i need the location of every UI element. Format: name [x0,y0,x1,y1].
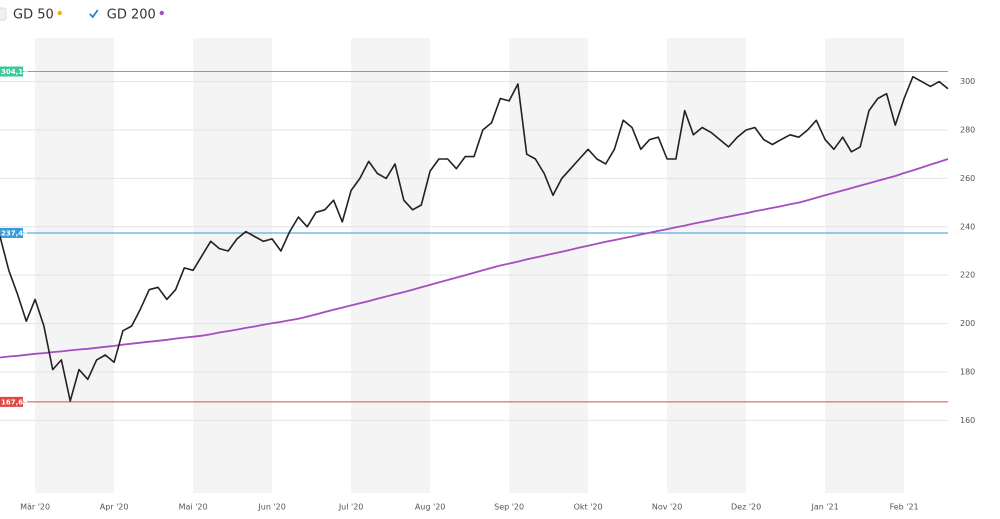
reference-label-box [0,66,23,77]
series-line [0,75,949,402]
y-tick-label: 280 [960,125,975,134]
legend-check [89,9,99,19]
legend-dot [159,10,164,16]
x-tick-label: Jul '20 [338,503,364,512]
x-tick-label: Sep '20 [494,503,524,512]
reference-label-box [0,396,23,407]
legend-checkbox[interactable] [87,8,100,20]
x-tick-label: Dez '20 [731,503,761,512]
y-tick-label: 180 [960,367,975,376]
series-line [0,158,949,359]
legend-dot [57,10,62,16]
month-band [351,38,431,493]
x-tick-label: Jun '20 [257,503,285,512]
legend-label[interactable]: GD 50 [13,8,54,23]
reference-label: 167,65 [1,398,28,406]
x-tick-label: Okt '20 [574,503,603,512]
reference-label: 304,15 [1,68,28,76]
x-tick-label: Apr '20 [100,503,129,512]
y-tick-label: 260 [960,174,975,183]
y-tick-label: 160 [960,416,975,425]
x-tick-label: Mär '20 [20,503,50,512]
x-tick-label: Feb '21 [890,503,919,512]
reference-label: 237,44 [1,229,28,237]
legend-checkbox[interactable] [0,7,7,21]
x-tick-label: Mai '20 [179,503,208,512]
month-band [35,38,115,493]
month-band [825,38,905,493]
reference-label-box [0,227,23,238]
y-tick-label: 200 [960,319,975,328]
legend-label[interactable]: GD 200 [107,8,156,23]
x-tick-label: Aug '20 [415,503,446,512]
x-tick-label: Nov '20 [652,503,683,512]
y-tick-label: 240 [960,222,975,231]
y-tick-label: 300 [960,77,975,86]
y-tick-label: 220 [960,271,975,280]
month-band [193,38,273,493]
x-tick-label: Jan '21 [810,503,838,512]
month-band [667,38,747,493]
